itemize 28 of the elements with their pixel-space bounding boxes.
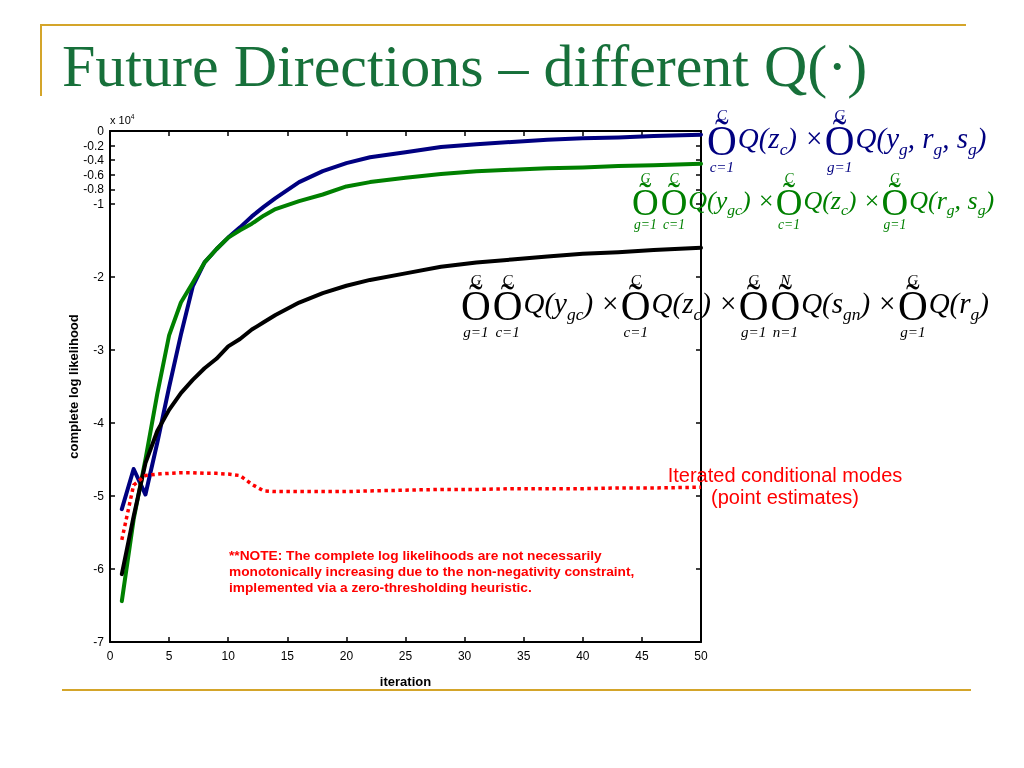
y-tick-label: -2 <box>93 270 105 284</box>
x-tick-label: 25 <box>398 649 413 663</box>
y-axis-title: complete log likelihood <box>66 314 81 459</box>
x-tick-label: 40 <box>576 649 590 663</box>
x-tick-label: 45 <box>635 649 649 663</box>
y-tick-label: -0.8 <box>83 182 105 197</box>
x-tick-label: 35 <box>517 649 531 663</box>
y-tick-label: -0.2 <box>83 138 105 153</box>
x-axis-title: iteration <box>379 674 432 689</box>
x-tick-label: 50 <box>694 649 708 663</box>
x-tick-label: 10 <box>221 649 236 663</box>
annotation: **NOTE: The complete log likelihoods are not necessarily monotonically increasing due to the non-negativity constraint, implemented via a zero-thresholding heuristic. <box>229 548 636 596</box>
y-tick-label: -6 <box>93 562 105 576</box>
y-tick-label: -3 <box>93 343 105 357</box>
text: x 10$^{4}$ <box>110 113 135 126</box>
x-tick-label: 15 <box>280 649 295 663</box>
x-tick-label: 30 <box>457 649 472 663</box>
y-tick-label: -0.6 <box>83 167 105 182</box>
x-tick-label: 20 <box>339 649 354 663</box>
x-tick-label: 5 <box>165 649 173 663</box>
y-tick-label: -5 <box>93 489 105 503</box>
y-tick-label: 0 <box>97 124 105 138</box>
x-tick-label: 0 <box>106 649 114 663</box>
y-tick-label: -0.4 <box>83 153 105 168</box>
y-tick-label: -4 <box>93 416 105 430</box>
y-tick-label: -1 <box>93 197 105 211</box>
y-tick-label: -7 <box>93 635 105 649</box>
chart-title: Future Directions – different Q(·) <box>62 33 868 99</box>
